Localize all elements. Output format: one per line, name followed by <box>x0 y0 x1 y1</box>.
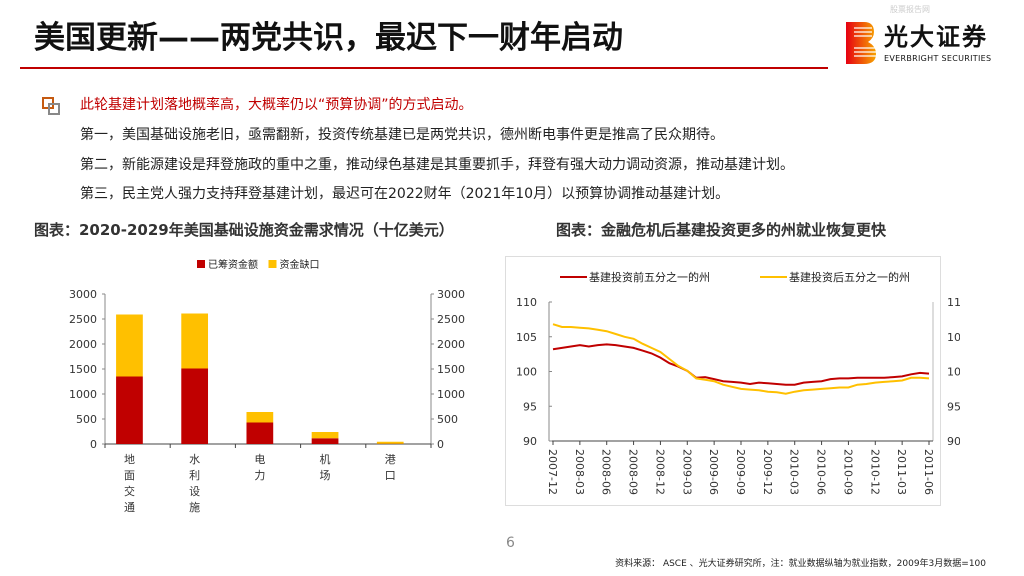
x-tick-label: 机 <box>320 452 331 466</box>
legend-swatch <box>268 260 277 268</box>
y-tick-label: 95 <box>523 400 537 413</box>
x-tick-label: 电 <box>254 453 265 466</box>
title-divider <box>20 67 828 69</box>
key-point: 此轮基建计划落地概率高，大概率仍以“预算协调”的方式启动。 <box>42 96 473 115</box>
x-tick-label: 2008-09 <box>627 449 640 495</box>
key-point-text: 此轮基建计划落地概率高，大概率仍以“预算协调”的方式启动。 <box>80 97 473 113</box>
x-tick-label: 通 <box>124 501 135 514</box>
x-tick-label: 场 <box>320 468 331 482</box>
x-tick-label: 口 <box>385 469 396 482</box>
x-tick-label: 2010-06 <box>815 449 828 495</box>
x-tick-label: 2008-12 <box>653 449 666 495</box>
bar-segment <box>311 438 339 444</box>
y-tick-label-right: 0 <box>437 438 444 451</box>
y-tick-label-right: 105 <box>947 331 960 344</box>
bar-segment <box>181 313 209 369</box>
x-tick-label: 2009-06 <box>707 449 720 495</box>
y-tick-label-right: 100 <box>947 366 960 379</box>
y-tick-label-right: 2500 <box>437 313 465 326</box>
series-line <box>552 343 930 386</box>
x-tick-label: 2007-12 <box>546 449 559 495</box>
x-tick-label: 设 <box>189 485 200 498</box>
x-tick-label: 面 <box>124 469 135 482</box>
watermark: 股票报告网 <box>890 5 930 14</box>
y-tick-label: 0 <box>90 438 97 451</box>
logo-text-cn: 光大证券 <box>884 23 988 51</box>
legend-label: 基建投资前五分之一的州 <box>589 270 710 284</box>
x-tick-label: 2010-03 <box>788 449 801 495</box>
y-tick-label-right: 3000 <box>437 288 465 301</box>
y-tick-label: 100 <box>516 366 537 379</box>
series-line <box>552 323 930 395</box>
x-tick-label: 交 <box>124 484 135 498</box>
paragraph-3: 第三，民主党人强力支持拜登基建计划，最迟可在2022财年（2021年10月）以预… <box>80 186 730 202</box>
y-tick-label-right: 2000 <box>437 338 465 351</box>
bullet-icon-shadow <box>48 103 60 115</box>
x-tick-label: 港 <box>385 453 396 466</box>
legend-label: 基建投资后五分之一的州 <box>789 270 910 284</box>
legend-label: 已筹资金额 <box>208 258 258 271</box>
x-tick-label: 2009-12 <box>761 449 774 495</box>
y-tick-label-right: 500 <box>437 413 458 426</box>
x-tick-label: 水 <box>189 453 200 466</box>
paragraph-1: 第一，美国基础设施老旧，亟需翻新，投资传统基建已是两党共识，德州断电事件更是推高… <box>80 127 724 143</box>
paragraph-2: 第二，新能源建设是拜登施政的重中之重，推动绿色基建是其重要抓手，拜登有强大动力调… <box>80 157 794 173</box>
legend-label: 资金缺口 <box>280 258 320 271</box>
y-tick-label: 105 <box>516 331 537 344</box>
x-tick-label: 2010-09 <box>841 449 854 495</box>
chart1-title: 图表：2020-2029年美国基础设施资金需求情况（十亿美元） <box>34 221 454 239</box>
logo-text-en: EVERBRIGHT SECURITIES <box>884 54 992 63</box>
y-tick-label-right: 110 <box>947 296 960 309</box>
bar-segment <box>181 368 209 444</box>
bar-segment <box>116 376 143 444</box>
y-tick-label: 110 <box>516 296 537 309</box>
y-tick-label-right: 1500 <box>437 363 465 376</box>
x-tick-label: 地 <box>124 453 135 466</box>
y-tick-label: 500 <box>76 413 97 426</box>
y-tick-label-right: 1000 <box>437 388 465 401</box>
chart2-frame <box>505 256 941 506</box>
bar-chart: 已筹资金额 资金缺口 0 0 500 500 1000 1000 1500 1500 2000 200… <box>69 258 465 514</box>
y-tick-label: 2000 <box>69 338 97 351</box>
source-note: 资料来源： ASCE 、光大证券研究所，注：就业数据纵轴为就业指数，2009年3… <box>615 559 986 569</box>
x-tick-label: 2010-12 <box>868 449 881 495</box>
y-tick-label: 1000 <box>69 388 97 401</box>
x-tick-label: 利 <box>189 469 200 482</box>
y-tick-label: 2500 <box>69 313 97 326</box>
x-tick-label: 2009-09 <box>734 449 747 495</box>
y-tick-label: 90 <box>523 435 537 448</box>
page-number: 6 <box>506 535 515 551</box>
page-title: 美国更新——两党共识，最迟下一财年启动 <box>34 20 623 56</box>
bar-segment <box>116 314 143 377</box>
bar-segment <box>311 432 339 439</box>
logo-mark-icon <box>846 22 876 64</box>
bar-segment <box>246 412 274 423</box>
x-tick-label: 2011-06 <box>922 449 935 495</box>
legend-swatch <box>197 260 205 268</box>
x-tick-label: 力 <box>254 469 265 482</box>
x-tick-label: 施 <box>189 501 200 514</box>
everbright-logo: 股票报告网 光大证券 EVERBRIGHT SECURITIES <box>846 5 1016 66</box>
y-tick-label: 1500 <box>69 363 97 376</box>
y-tick-label-right: 90 <box>947 435 960 448</box>
chart2-title: 图表：金融危机后基建投资更多的州就业恢复更快 <box>556 221 887 239</box>
line-chart: 基建投资前五分之一的州 基建投资后五分之一的州 90 90 95 95 100 100 105 1… <box>516 270 960 495</box>
x-tick-label: 2008-06 <box>600 449 613 495</box>
bar-segment <box>246 422 274 444</box>
x-tick-label: 2008-03 <box>573 449 586 495</box>
bar-segment <box>376 441 404 444</box>
y-tick-label-right: 95 <box>947 400 960 413</box>
x-tick-label: 2009-03 <box>680 449 693 495</box>
y-tick-label: 3000 <box>69 288 97 301</box>
x-tick-label: 2011-03 <box>895 449 908 495</box>
